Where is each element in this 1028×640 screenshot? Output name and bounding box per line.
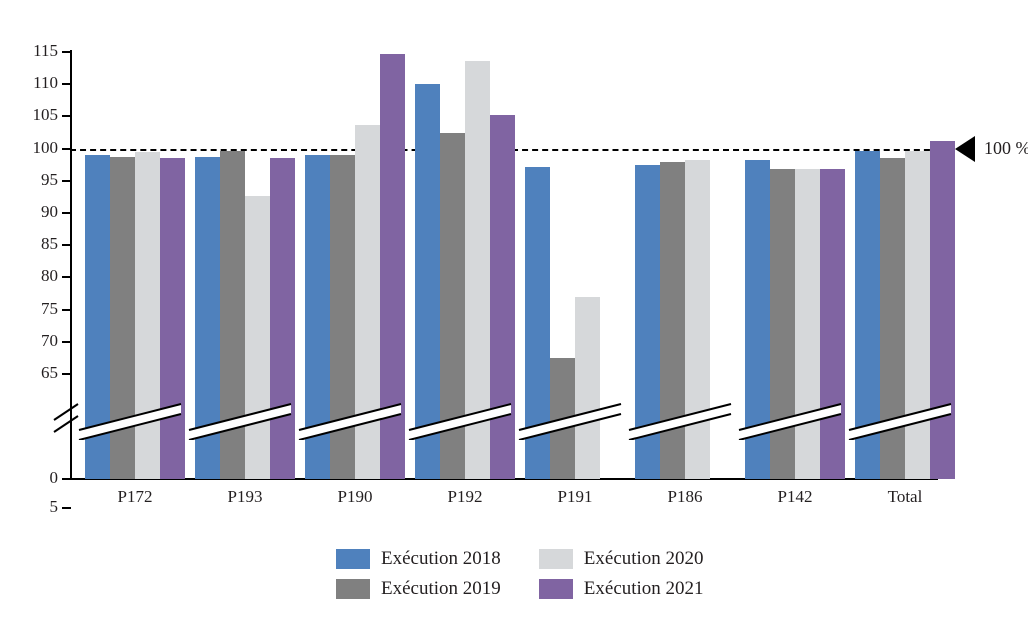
bar-break-mark-P193 [188,403,292,440]
x-axis-label-P190: P190 [337,487,373,506]
bar-break-mark-P190 [298,403,402,440]
bar-break-mark-P192 [408,403,512,440]
x-axis-label-Total: Total [887,487,923,506]
y-tick-label-75: 75 [41,298,58,318]
legend-item-3[interactable]: Exécution 2021 [538,578,704,600]
bar-P172-exécution-2021 [160,158,185,479]
y-tick-label-80: 80 [41,266,58,286]
y-tick-100 [62,147,71,150]
y-tick-80 [62,276,71,279]
bar-P142-exécution-2021 [820,168,845,479]
x-axis-label-P186: P186 [667,487,703,506]
y-tick-75 [62,308,71,311]
bar-break-mark-P191 [518,403,622,440]
x-axis-label-P172: P172 [117,487,153,506]
bar-break-mark-Total [848,403,952,440]
y-tick-label-85: 85 [41,234,58,254]
legend-item-2[interactable]: Exécution 2019 [336,578,501,600]
legend-swatch-icon [336,549,370,569]
bar-P193-exécution-2020 [245,196,270,479]
y-tick-95 [62,179,71,182]
y-axis-break-icon [53,403,79,433]
y-tick-115 [62,51,71,53]
legend-item-1[interactable]: Exécution 2020 [538,548,704,570]
y-tick-65 [62,373,71,375]
y-tick-label-70: 70 [41,330,58,350]
x-axis-label-P192: P192 [447,487,483,506]
legend-label: Exécution 2021 [583,578,704,599]
y-tick-70 [62,340,71,343]
bar-P193-exécution-2021 [270,157,295,479]
y-tick-label-100: 100 [32,137,59,157]
bar-P192-exécution-2020 [465,61,490,479]
bar-P191-exécution-2020 [575,297,600,479]
y-tick-5 [62,507,71,509]
bar-break-mark-P142 [738,403,842,440]
legend-swatch-icon [538,549,573,569]
y-tick-label-110: 110 [33,73,58,93]
bar-P192-exécution-2018 [415,84,440,479]
legend-swatch-icon [538,579,573,599]
bar-P186-exécution-2020 [685,160,710,479]
y-axis-line [70,50,72,480]
reference-line-label: 100 % [984,138,1028,159]
bar-Total-exécution-2021 [930,140,955,479]
bar-P142-exécution-2020 [795,168,820,479]
legend-label: Exécution 2019 [381,578,501,599]
bar-break-mark-P172 [78,403,182,440]
legend-item-0[interactable]: Exécution 2018 [336,548,501,570]
x-axis-label-P193: P193 [227,487,263,506]
left-triangle-icon [955,135,975,162]
legend-label: Exécution 2020 [583,548,704,569]
y-tick-label-95: 95 [41,169,58,189]
y-tick-label-115: 115 [33,41,58,60]
y-tick-85 [62,244,71,247]
y-tick-0 [62,478,71,480]
legend-swatch-icon [336,579,370,599]
x-axis-label-P191: P191 [557,487,593,506]
bar-break-mark-P186 [628,403,732,440]
y-tick-label-105: 105 [32,105,59,125]
chart-legend: Exécution 2018 Exécution 2020 Exécution 20… [336,548,704,600]
y-tick-label-5: 5 [49,497,59,516]
y-tick-label-65: 65 [41,363,58,382]
y-tick-label-0: 0 [49,468,59,487]
legend-label: Exécution 2018 [381,548,501,569]
y-tick-label-90: 90 [41,202,58,221]
x-axis-label-P142: P142 [777,487,813,506]
y-tick-90 [62,212,71,214]
y-tick-105 [62,115,71,118]
reference-line-annotation: 100 % [955,135,1028,162]
y-tick-110 [62,83,71,86]
x-axis-line [70,478,938,480]
